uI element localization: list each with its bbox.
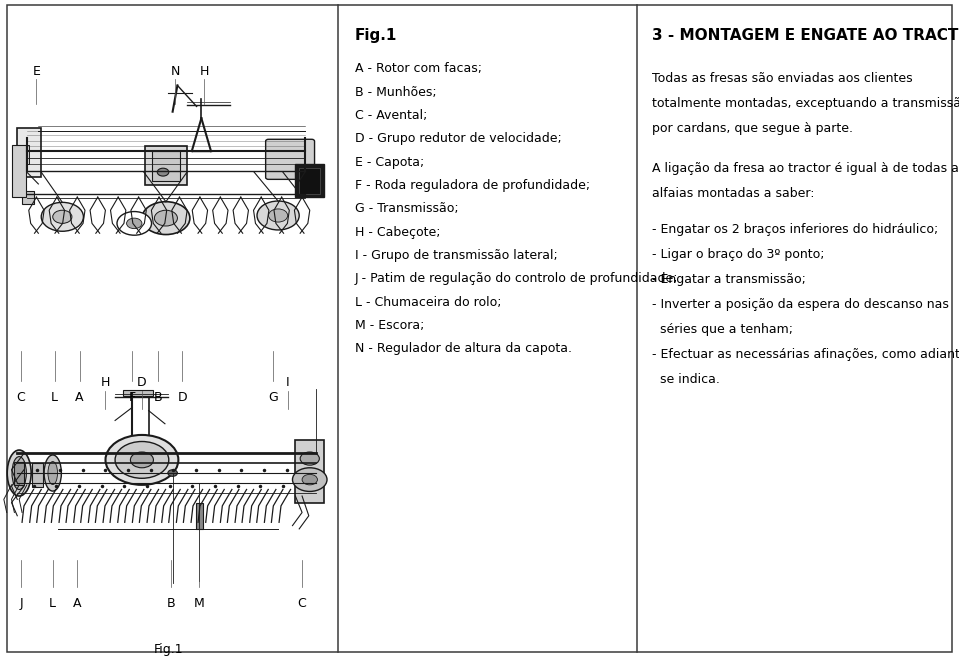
Text: B: B [167, 597, 175, 610]
Bar [152, 151, 180, 181]
Text: I: I [286, 376, 290, 389]
Text: A ligação da fresa ao tractor é igual à de todas as: A ligação da fresa ao tractor é igual à … [652, 162, 959, 175]
Text: E - Capota;: E - Capota; [355, 156, 424, 169]
Text: D: D [177, 391, 187, 404]
Bar [196, 503, 203, 529]
Text: - Engatar a transmissão;: - Engatar a transmissão; [652, 273, 806, 286]
Text: B - Munhões;: B - Munhões; [355, 86, 436, 99]
FancyBboxPatch shape [266, 139, 315, 179]
Text: H: H [199, 64, 209, 78]
Text: N - Regulador de altura da capota.: N - Regulador de altura da capota. [355, 342, 572, 355]
Text: E: E [33, 64, 40, 78]
Bar [14, 462, 24, 485]
Text: - Inverter a posição da espera do descanso nas: - Inverter a posição da espera do descan… [652, 298, 949, 311]
Text: totalmente montadas, exceptuando a transmissão: totalmente montadas, exceptuando a trans… [652, 97, 959, 110]
Text: L - Chumaceira do rolo;: L - Chumaceira do rolo; [355, 296, 502, 309]
Ellipse shape [44, 455, 61, 491]
Text: D: D [137, 376, 147, 389]
Circle shape [302, 474, 317, 485]
Text: J: J [19, 597, 23, 610]
Text: C: C [16, 391, 26, 404]
Text: se indica.: se indica. [652, 373, 720, 386]
Text: Todas as fresas são enviadas aos clientes: Todas as fresas são enviadas aos cliente… [652, 72, 913, 85]
Text: Fig.1: Fig.1 [154, 643, 183, 656]
Text: C: C [297, 597, 307, 610]
Text: H: H [101, 376, 110, 389]
Text: I - Grupo de transmissão lateral;: I - Grupo de transmissão lateral; [355, 249, 557, 262]
Circle shape [127, 218, 142, 229]
Text: - Ligar o braço do 3º ponto;: - Ligar o braço do 3º ponto; [652, 248, 825, 261]
Text: F: F [129, 391, 136, 404]
Circle shape [115, 442, 169, 478]
Circle shape [300, 452, 319, 465]
Text: D - Grupo redutor de velocidade;: D - Grupo redutor de velocidade; [355, 133, 562, 145]
Circle shape [53, 210, 72, 223]
Text: H - Cabeçote;: H - Cabeçote; [355, 226, 440, 238]
Circle shape [257, 201, 299, 230]
Text: B: B [154, 391, 162, 404]
Bar [32, 463, 43, 487]
Circle shape [154, 210, 177, 226]
Bar [22, 191, 34, 204]
Text: Fig.1: Fig.1 [355, 28, 397, 43]
Bar [299, 168, 320, 194]
Text: - Efectuar as necessárias afinações, como adiante: - Efectuar as necessárias afinações, com… [652, 348, 959, 361]
Bar [145, 146, 187, 185]
Circle shape [142, 202, 190, 235]
Text: 3 - MONTAGEM E ENGATE AO TRACTOR: 3 - MONTAGEM E ENGATE AO TRACTOR [652, 28, 959, 43]
Ellipse shape [7, 450, 31, 496]
Bar [295, 164, 324, 197]
Circle shape [292, 468, 327, 491]
Ellipse shape [48, 461, 58, 485]
Bar [295, 440, 324, 503]
Text: M - Escora;: M - Escora; [355, 319, 424, 332]
Text: N: N [171, 64, 180, 78]
Text: G: G [269, 391, 278, 404]
Circle shape [157, 168, 169, 176]
Text: séries que a tenham;: séries que a tenham; [652, 323, 793, 336]
Text: A - Rotor com facas;: A - Rotor com facas; [355, 62, 481, 76]
Text: por cardans, que segue à parte.: por cardans, que segue à parte. [652, 122, 854, 135]
Text: A: A [76, 391, 83, 404]
Circle shape [130, 452, 153, 468]
Text: A: A [73, 597, 81, 610]
Text: F - Roda reguladora de profundidade;: F - Roda reguladora de profundidade; [355, 179, 590, 192]
Bar [19, 145, 29, 164]
Circle shape [269, 209, 288, 222]
Ellipse shape [12, 457, 27, 489]
Text: L: L [51, 391, 58, 404]
Bar [17, 128, 41, 177]
Bar [12, 145, 26, 197]
Circle shape [105, 435, 178, 485]
Text: G - Transmissão;: G - Transmissão; [355, 202, 458, 215]
Circle shape [168, 470, 177, 476]
Text: C - Avental;: C - Avental; [355, 109, 427, 122]
Text: M: M [194, 597, 205, 610]
Text: alfaias montadas a saber:: alfaias montadas a saber: [652, 187, 814, 200]
Circle shape [117, 212, 152, 235]
Text: L: L [49, 597, 57, 610]
Bar [123, 390, 153, 396]
Text: J - Patim de regulação do controlo de profundidade;: J - Patim de regulação do controlo de pr… [355, 272, 678, 285]
Text: - Engatar os 2 braços inferiores do hidráulico;: - Engatar os 2 braços inferiores do hidr… [652, 223, 938, 237]
Circle shape [41, 202, 83, 231]
